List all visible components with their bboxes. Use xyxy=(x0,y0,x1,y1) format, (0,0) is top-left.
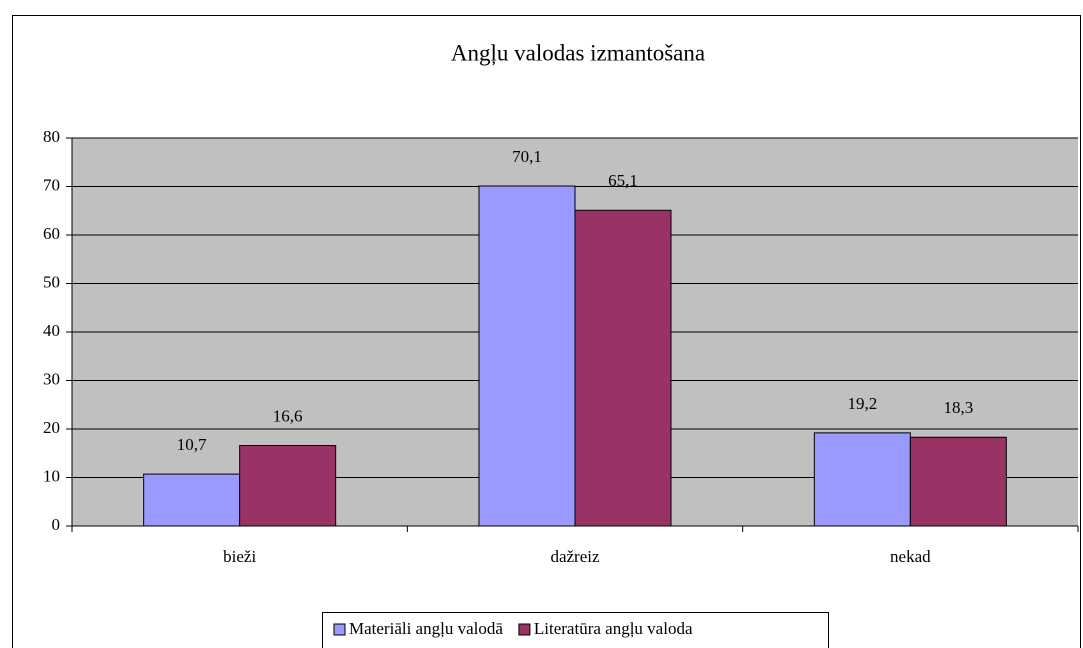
legend-label: Materiāli angļu valodā xyxy=(349,619,503,638)
y-tick-label: 40 xyxy=(43,321,60,340)
x-tick-label: bieži xyxy=(223,547,256,566)
y-tick-label: 80 xyxy=(43,127,60,146)
bar xyxy=(574,209,672,527)
bar xyxy=(478,185,576,527)
chart-title: Angļu valodas izmantošana xyxy=(451,40,705,66)
y-tick-label: 10 xyxy=(43,466,60,485)
bar xyxy=(239,444,337,527)
value-label: 19,2 xyxy=(847,394,877,413)
y-tick-label: 60 xyxy=(43,224,60,243)
legend-label: Literatūra angļu valoda xyxy=(534,619,693,638)
value-label: 10,7 xyxy=(177,435,207,454)
legend-swatch xyxy=(333,623,346,636)
y-tick-label: 20 xyxy=(43,418,60,437)
bar xyxy=(813,432,911,527)
x-tick-label: nekad xyxy=(890,547,931,566)
bar xyxy=(909,436,1007,527)
y-tick-label: 70 xyxy=(43,175,60,194)
y-tick-label: 0 xyxy=(52,515,61,534)
value-label: 70,1 xyxy=(512,147,542,166)
y-tick-label: 50 xyxy=(43,272,60,291)
value-label: 18,3 xyxy=(943,398,973,417)
value-label: 16,6 xyxy=(273,406,303,425)
value-label: 65,1 xyxy=(608,171,638,190)
bar xyxy=(143,473,241,527)
legend-swatch xyxy=(518,623,531,636)
y-tick-label: 30 xyxy=(43,369,60,388)
x-tick-label: dažreiz xyxy=(550,547,600,566)
legend xyxy=(322,612,829,648)
